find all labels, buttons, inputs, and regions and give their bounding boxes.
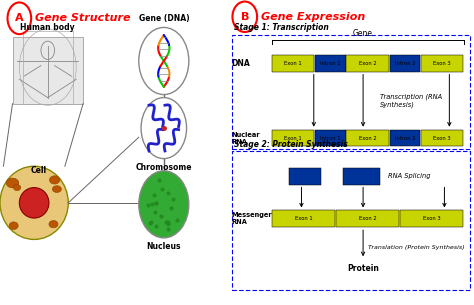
FancyBboxPatch shape bbox=[400, 210, 464, 227]
FancyBboxPatch shape bbox=[421, 55, 464, 72]
Ellipse shape bbox=[19, 188, 49, 218]
Circle shape bbox=[8, 2, 31, 34]
Text: Chromosome: Chromosome bbox=[136, 163, 192, 172]
FancyBboxPatch shape bbox=[315, 130, 346, 146]
Text: Exon 2: Exon 2 bbox=[359, 216, 376, 221]
Text: Exon 1: Exon 1 bbox=[284, 61, 302, 66]
Text: DNA: DNA bbox=[231, 59, 250, 68]
Text: Stage 2: Protein Synthesis: Stage 2: Protein Synthesis bbox=[234, 139, 347, 149]
FancyBboxPatch shape bbox=[390, 130, 420, 146]
Text: Intron 1: Intron 1 bbox=[320, 61, 341, 66]
Text: RNA Splicing: RNA Splicing bbox=[388, 173, 430, 179]
FancyBboxPatch shape bbox=[336, 210, 399, 227]
Text: Nuclear
RNA: Nuclear RNA bbox=[231, 131, 260, 145]
FancyBboxPatch shape bbox=[272, 210, 335, 227]
Ellipse shape bbox=[6, 178, 19, 188]
Circle shape bbox=[141, 98, 187, 159]
Text: Exon 1: Exon 1 bbox=[284, 135, 302, 141]
FancyBboxPatch shape bbox=[346, 55, 389, 72]
Text: B: B bbox=[241, 12, 249, 22]
Text: Translation (Protein Synthesis): Translation (Protein Synthesis) bbox=[368, 245, 465, 249]
Circle shape bbox=[41, 41, 55, 59]
FancyBboxPatch shape bbox=[232, 151, 470, 290]
Ellipse shape bbox=[13, 185, 21, 191]
Text: Protein: Protein bbox=[347, 264, 379, 273]
Text: Gene: Gene bbox=[353, 29, 373, 38]
Circle shape bbox=[139, 171, 189, 238]
Text: Cell: Cell bbox=[31, 166, 47, 175]
FancyBboxPatch shape bbox=[289, 168, 321, 185]
Text: Exon 3: Exon 3 bbox=[423, 216, 440, 221]
Text: Nucleus: Nucleus bbox=[146, 242, 181, 252]
Text: Messenger
RNA: Messenger RNA bbox=[231, 212, 272, 225]
Text: Intron 2: Intron 2 bbox=[395, 61, 415, 66]
Circle shape bbox=[232, 2, 257, 32]
Text: A: A bbox=[15, 13, 24, 23]
Text: Intron 1: Intron 1 bbox=[320, 135, 341, 141]
Ellipse shape bbox=[52, 186, 62, 192]
Text: Gene Expression: Gene Expression bbox=[261, 12, 365, 22]
Ellipse shape bbox=[49, 176, 60, 184]
Ellipse shape bbox=[0, 166, 68, 239]
Circle shape bbox=[139, 27, 189, 95]
Text: Exon 3: Exon 3 bbox=[433, 61, 451, 66]
Ellipse shape bbox=[9, 222, 18, 229]
FancyBboxPatch shape bbox=[272, 130, 314, 146]
Text: Stage 1: Transcription: Stage 1: Transcription bbox=[234, 23, 328, 32]
FancyBboxPatch shape bbox=[346, 130, 389, 146]
FancyBboxPatch shape bbox=[272, 55, 314, 72]
Text: Exon 2: Exon 2 bbox=[359, 135, 376, 141]
Text: Intron 2: Intron 2 bbox=[395, 135, 415, 141]
Text: Gene Structure: Gene Structure bbox=[35, 13, 131, 23]
FancyBboxPatch shape bbox=[12, 37, 83, 104]
FancyBboxPatch shape bbox=[315, 55, 346, 72]
Text: Exon 3: Exon 3 bbox=[433, 135, 451, 141]
Text: Exon 1: Exon 1 bbox=[295, 216, 312, 221]
FancyBboxPatch shape bbox=[390, 55, 420, 72]
FancyBboxPatch shape bbox=[343, 168, 380, 185]
Text: Gene (DNA): Gene (DNA) bbox=[138, 14, 189, 23]
Text: Human body: Human body bbox=[20, 23, 75, 32]
Text: Exon 2: Exon 2 bbox=[359, 61, 376, 66]
FancyBboxPatch shape bbox=[421, 130, 464, 146]
Text: Transcription (RNA
Synthesis): Transcription (RNA Synthesis) bbox=[380, 94, 442, 108]
Ellipse shape bbox=[49, 221, 58, 228]
FancyBboxPatch shape bbox=[232, 35, 470, 149]
